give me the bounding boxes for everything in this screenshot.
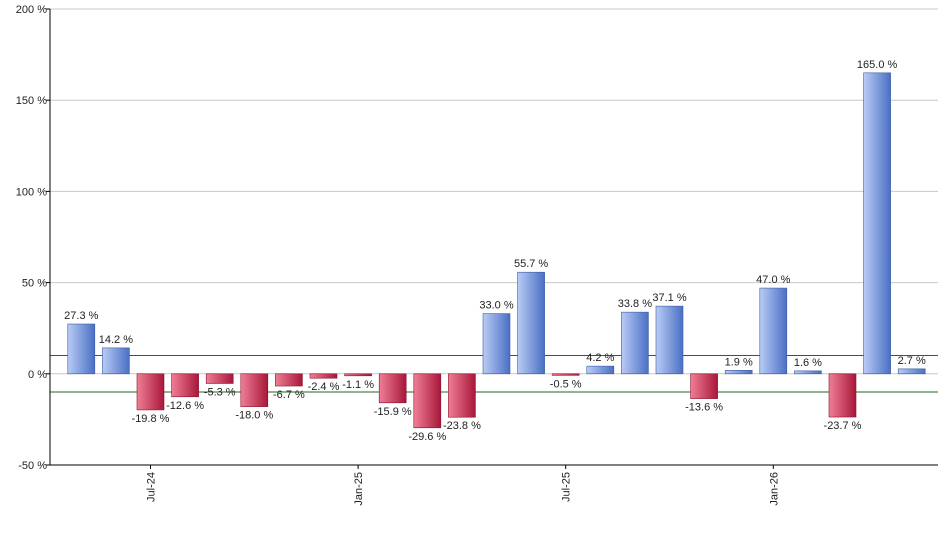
bar bbox=[794, 370, 822, 375]
bar bbox=[136, 373, 165, 411]
x-tick-labels: Jul-24 Jan-25 Jul-25 Jan-26 bbox=[146, 465, 780, 506]
bar bbox=[655, 305, 684, 375]
bar bbox=[344, 373, 372, 377]
y-tick-label: -50 % bbox=[18, 460, 47, 472]
data-label: 33.8 % bbox=[618, 298, 652, 310]
data-labels: 27.3 %14.2 %-19.8 %-12.6 %-5.3 %-18.0 %-… bbox=[64, 59, 926, 443]
y-tick-label: 150 % bbox=[16, 95, 47, 107]
bar bbox=[448, 373, 476, 418]
data-label: 47.0 % bbox=[756, 274, 790, 286]
bar bbox=[275, 373, 303, 387]
data-label: -15.9 % bbox=[374, 406, 412, 418]
data-label: 14.2 % bbox=[99, 334, 133, 346]
data-label: 4.2 % bbox=[586, 352, 614, 364]
data-label: -29.6 % bbox=[408, 431, 446, 443]
y-tick-label: 200 % bbox=[16, 4, 47, 16]
bar bbox=[828, 373, 857, 418]
bar bbox=[240, 373, 269, 407]
bars bbox=[67, 72, 926, 429]
data-label: 165.0 % bbox=[857, 59, 898, 71]
data-label: 1.6 % bbox=[794, 357, 822, 369]
data-label: -2.4 % bbox=[308, 381, 340, 393]
bar bbox=[759, 287, 788, 375]
data-label: -0.5 % bbox=[550, 378, 582, 390]
bar bbox=[586, 365, 615, 375]
data-label: -13.6 % bbox=[685, 402, 723, 414]
data-label: 27.3 % bbox=[64, 310, 98, 322]
y-tick-label: 0 % bbox=[28, 369, 47, 381]
x-tick-label: Jul-25 bbox=[561, 472, 573, 502]
bar bbox=[205, 373, 234, 384]
axes bbox=[49, 9, 938, 466]
y-tick-label: 50 % bbox=[22, 278, 47, 290]
bar bbox=[517, 271, 545, 375]
data-label: -1.1 % bbox=[342, 379, 374, 391]
data-label: -12.6 % bbox=[166, 400, 204, 412]
x-tick-label: Jan-26 bbox=[768, 472, 780, 506]
data-label: 37.1 % bbox=[652, 292, 686, 304]
bar bbox=[897, 368, 926, 375]
data-label: -23.8 % bbox=[443, 420, 481, 432]
x-tick-label: Jan-25 bbox=[353, 472, 365, 506]
bar bbox=[621, 311, 649, 375]
bar bbox=[309, 373, 338, 379]
data-label: 2.7 % bbox=[898, 355, 926, 367]
data-label: 1.9 % bbox=[725, 356, 753, 368]
bar bbox=[482, 313, 511, 375]
data-label: 55.7 % bbox=[514, 258, 548, 270]
data-label: -6.7 % bbox=[273, 389, 305, 401]
data-label: -19.8 % bbox=[132, 413, 170, 425]
bar bbox=[690, 373, 718, 399]
y-tick-labels: -50 % 0 % 50 % 100 % 150 % 200 % bbox=[16, 4, 47, 472]
bar bbox=[413, 373, 442, 429]
bar bbox=[863, 72, 891, 375]
bar bbox=[67, 323, 96, 375]
data-label: -23.7 % bbox=[824, 420, 862, 432]
bar bbox=[102, 347, 130, 375]
bar bbox=[551, 373, 580, 376]
data-label: 33.0 % bbox=[479, 300, 513, 312]
y-tick-label: 100 % bbox=[16, 186, 47, 198]
bar bbox=[171, 373, 199, 398]
x-tick-label: Jul-24 bbox=[146, 472, 158, 502]
bar bbox=[724, 370, 753, 375]
bar bbox=[378, 373, 407, 404]
data-label: -5.3 % bbox=[204, 386, 236, 398]
data-label: -18.0 % bbox=[235, 410, 273, 422]
